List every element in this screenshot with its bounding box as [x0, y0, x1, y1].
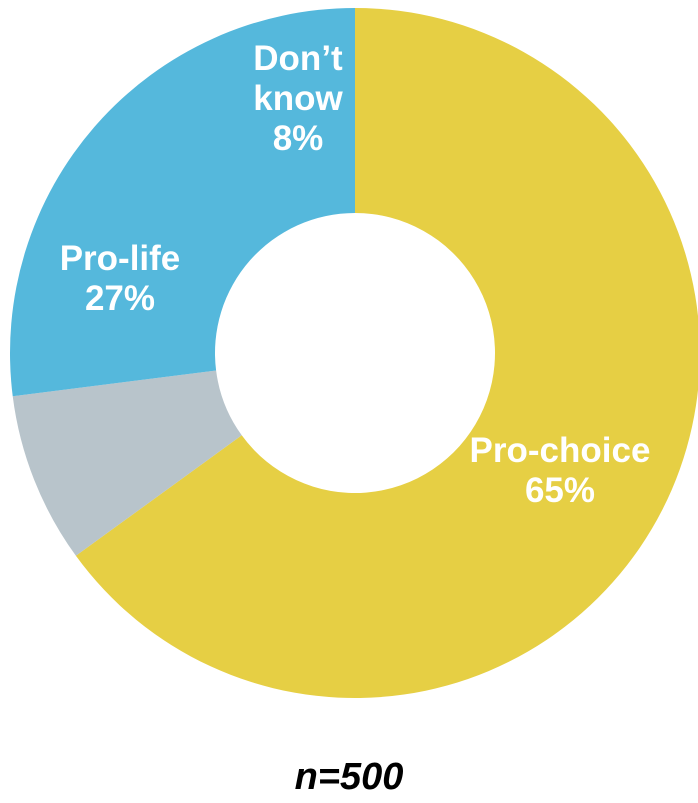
- slice-category-label: know: [253, 79, 343, 118]
- sample-size-note: n=500: [294, 756, 404, 798]
- donut-slices: [9, 8, 698, 698]
- slice-pro-choice: [75, 8, 698, 698]
- slice-category-label: Pro-choice: [470, 431, 651, 470]
- slice-labels: Pro-choice 65% Don’t know 8% Pro-life 27%: [60, 39, 651, 510]
- donut-chart: Pro-choice 65% Don’t know 8% Pro-life 27%: [9, 8, 698, 698]
- slice-label-pro-choice: Pro-choice 65%: [470, 431, 651, 510]
- slice-don-t-know: [12, 370, 242, 556]
- slice-value-label: 65%: [525, 471, 595, 510]
- slice-value-label: 27%: [85, 279, 155, 318]
- slice-pro-life: [9, 8, 355, 397]
- slice-category-label: Don’t: [253, 39, 343, 78]
- slice-label-pro-life: Pro-life 27%: [60, 239, 181, 318]
- slice-value-label: 8%: [273, 119, 324, 158]
- slice-label-don-t-know: Don’t know 8%: [253, 39, 343, 158]
- slice-category-label: Pro-life: [60, 239, 181, 278]
